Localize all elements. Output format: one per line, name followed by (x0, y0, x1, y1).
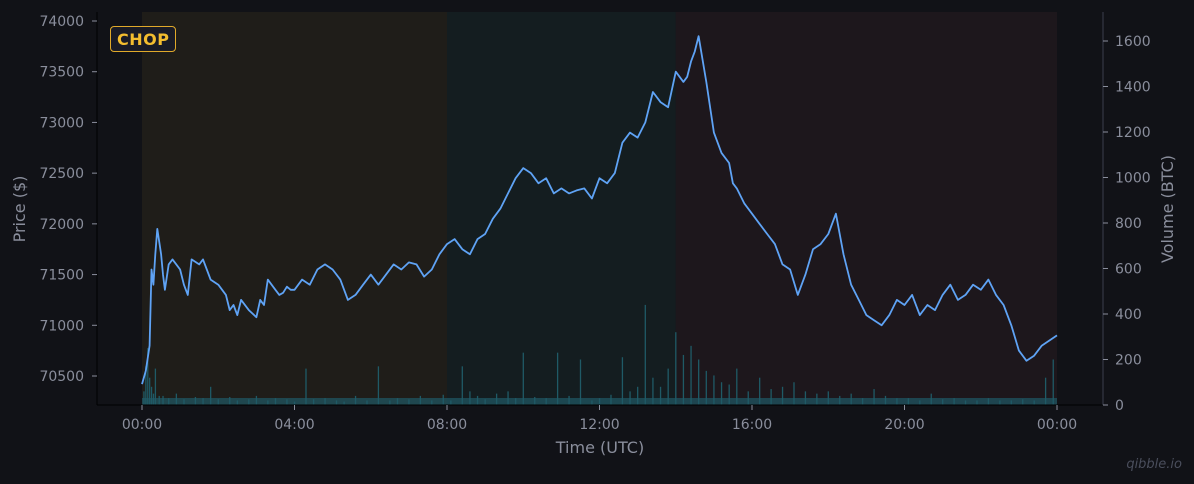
x-axis-title: Time (UTC) (555, 438, 644, 457)
volume-bar (621, 357, 624, 405)
volume-bar (770, 389, 772, 405)
price-tick-label: 72000 (39, 217, 84, 233)
volume-bars (142, 304, 1057, 405)
volume-bar (690, 345, 692, 405)
volume-tick-label: 1600 (1115, 34, 1151, 50)
volume-bar (682, 354, 685, 405)
volume-bar (154, 368, 157, 405)
price-tick-label: 71000 (39, 318, 84, 334)
time-axis-ticks: 00:00 04:00 08:00 12:00 16:00 20:00 00:00 (122, 405, 1077, 433)
volume-bar (145, 366, 147, 405)
y2-axis-title: Volume (BTC) (1158, 155, 1177, 263)
volume-bar (873, 389, 875, 405)
volume-bar (781, 386, 784, 405)
volume-bar (736, 368, 738, 405)
volume-bar (659, 386, 662, 405)
time-tick-label: 04:00 (274, 417, 314, 433)
volume-bar (759, 377, 761, 405)
time-tick-label: 20:00 (884, 417, 924, 433)
price-tick-label: 73000 (39, 115, 84, 131)
regime-regions (142, 12, 1057, 405)
volume-bar (793, 382, 795, 405)
volume-bar (644, 304, 646, 405)
time-tick-label: 12:00 (579, 417, 619, 433)
volume-bar (675, 332, 677, 405)
volume-tick-label: 1400 (1115, 80, 1151, 96)
volume-bar (461, 366, 463, 405)
time-tick-label: 08:00 (427, 417, 467, 433)
volume-bar (377, 366, 380, 405)
volume-bar (305, 368, 307, 405)
volume-bar (149, 377, 151, 405)
time-tick-label: 16:00 (732, 417, 772, 433)
price-line (141, 35, 1058, 385)
volume-bar (637, 386, 639, 405)
volume-tick-label: 0 (1115, 398, 1124, 414)
price-tick-label: 74000 (39, 14, 84, 30)
region-downtrend (675, 12, 1057, 405)
volume-bar (720, 382, 723, 405)
time-tick-label: 00:00 (122, 417, 162, 433)
volume-tick-label: 200 (1115, 353, 1142, 369)
volume-tick-label: 600 (1115, 262, 1142, 278)
volume-tick-label: 400 (1115, 307, 1142, 323)
price-axis-ticks: 70500 71000 71500 72000 72500 73000 73500 74000 (39, 14, 97, 385)
y-axis-title: Price ($) (10, 176, 29, 243)
volume-bar (1052, 359, 1054, 405)
volume-bar (698, 359, 700, 405)
watermark: qibble.io (1126, 457, 1182, 472)
volume-tick-label: 800 (1115, 216, 1142, 232)
price-tick-label: 73500 (39, 65, 84, 81)
volume-bar (667, 368, 669, 405)
region-uptrend (447, 12, 676, 405)
price-tick-label: 70500 (39, 369, 84, 385)
volume-bar (713, 375, 715, 405)
volume-bar (147, 348, 149, 405)
volume-bar (1044, 377, 1047, 405)
volume-bar (522, 352, 524, 405)
region-chop (142, 12, 447, 405)
volume-bar (579, 359, 582, 405)
volume-bar (705, 370, 707, 405)
volume-bar (150, 386, 153, 405)
volume-bar (556, 352, 559, 405)
price-tick-label: 71500 (39, 268, 84, 284)
volume-axis-ticks: 0 200 400 600 800 1000 1200 1400 1600 (1103, 34, 1151, 414)
regime-badge: CHOP (110, 26, 177, 52)
volume-tick-label: 1200 (1115, 125, 1151, 141)
volume-bar (652, 377, 654, 405)
time-tick-label: 00:00 (1037, 417, 1077, 433)
volume-bar (210, 386, 212, 405)
volume-bar (728, 384, 730, 405)
price-tick-label: 72500 (39, 166, 84, 182)
volume-tick-label: 1000 (1115, 171, 1151, 187)
